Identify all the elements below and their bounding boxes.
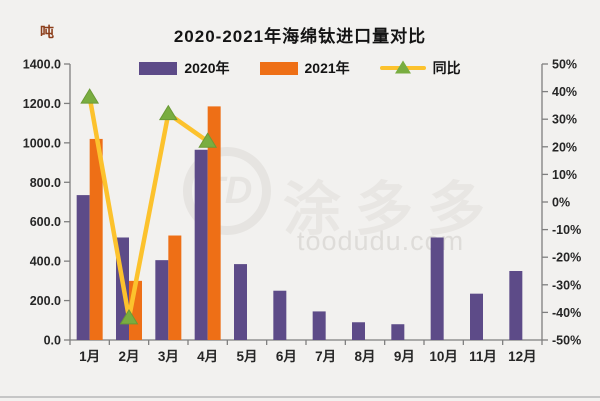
- left-axis-tick-label: 200.0: [30, 294, 61, 308]
- right-axis-tick-label: -20%: [552, 251, 581, 265]
- right-axis-tick-label: 40%: [552, 85, 577, 99]
- legend-label-2021: 2021年: [304, 60, 350, 76]
- right-axis-tick-label: 30%: [552, 113, 577, 127]
- x-axis-category-label: 2月: [118, 349, 139, 364]
- yoy-line: [87, 94, 210, 321]
- bar-2020年-6月: [273, 290, 287, 340]
- legend-triangle-icon: [394, 60, 411, 74]
- y-axis-unit-label: 吨: [40, 24, 54, 40]
- bar-2020年-10月: [430, 237, 444, 340]
- bottom-divider: [0, 396, 600, 398]
- x-axis-category-label: 1月: [79, 349, 100, 364]
- left-axis-tick-label: 1200.0: [23, 97, 61, 111]
- left-axis-tick-label: 800.0: [30, 176, 61, 190]
- right-axis-tick-label: -10%: [552, 223, 581, 237]
- x-axis-category-label: 11月: [469, 349, 497, 364]
- bar-2020年-1月: [76, 195, 90, 340]
- x-axis-category-label: 12月: [508, 349, 537, 364]
- right-axis-tick-label: 10%: [552, 168, 577, 182]
- legend-item-2020: 2020年: [139, 58, 230, 78]
- left-axis-tick-label: 1400.0: [23, 58, 61, 72]
- x-axis-category-label: 4月: [197, 349, 218, 364]
- yoy-marker-2月: [119, 308, 139, 325]
- left-axis-tick-label: 400.0: [30, 255, 61, 269]
- legend: 2020年 2021年 同比: [0, 58, 600, 78]
- x-axis-category-label: 10月: [429, 349, 458, 364]
- legend-item-yoy: 同比: [379, 58, 461, 78]
- bar-2020年-8月: [352, 322, 365, 340]
- right-axis-tick-label: 50%: [552, 58, 577, 72]
- yoy-marker-3月: [158, 104, 178, 121]
- yoy-marker-1月: [80, 88, 100, 104]
- legend-label-2020: 2020年: [184, 60, 230, 76]
- legend-swatch-2021-icon: [259, 61, 298, 75]
- bar-2020年-5月: [234, 264, 247, 340]
- x-axis-category-label: 9月: [394, 349, 415, 364]
- bar-2020年-11月: [470, 293, 483, 340]
- bar-2021年-3月: [168, 235, 182, 340]
- left-axis-tick-label: 600.0: [30, 215, 61, 229]
- bar-2020年-12月: [509, 271, 523, 340]
- x-axis-category-label: 5月: [236, 349, 257, 364]
- bar-2020年-3月: [155, 260, 169, 340]
- right-axis-tick-label: 0%: [552, 196, 570, 210]
- right-axis-tick-label: 20%: [552, 140, 577, 154]
- legend-item-2021: 2021年: [259, 58, 350, 78]
- legend-line-marker-icon: [379, 60, 426, 74]
- bar-2020年-9月: [391, 324, 405, 340]
- yoy-marker-4月: [198, 132, 218, 148]
- bar-2020年-7月: [312, 311, 326, 340]
- left-axis-tick-label: 1000.0: [23, 136, 61, 150]
- right-axis-tick-label: -30%: [552, 278, 581, 292]
- right-axis-tick-label: -50%: [552, 334, 581, 348]
- left-axis-tick-label: 0.0: [44, 334, 61, 348]
- bar-2020年-4月: [194, 149, 208, 340]
- x-axis-category-label: 3月: [158, 349, 179, 364]
- legend-swatch-2020-icon: [139, 61, 178, 75]
- x-axis-category-label: 6月: [276, 349, 297, 364]
- bar-2021年-4月: [207, 106, 221, 340]
- x-axis-category-label: 7月: [315, 349, 336, 364]
- bar-2021年-1月: [89, 138, 103, 340]
- chart-title: 2020-2021年海绵钛进口量对比: [173, 27, 427, 46]
- right-axis-tick-label: -40%: [552, 306, 581, 320]
- legend-label-yoy: 同比: [432, 60, 461, 76]
- x-axis-category-label: 8月: [354, 349, 375, 364]
